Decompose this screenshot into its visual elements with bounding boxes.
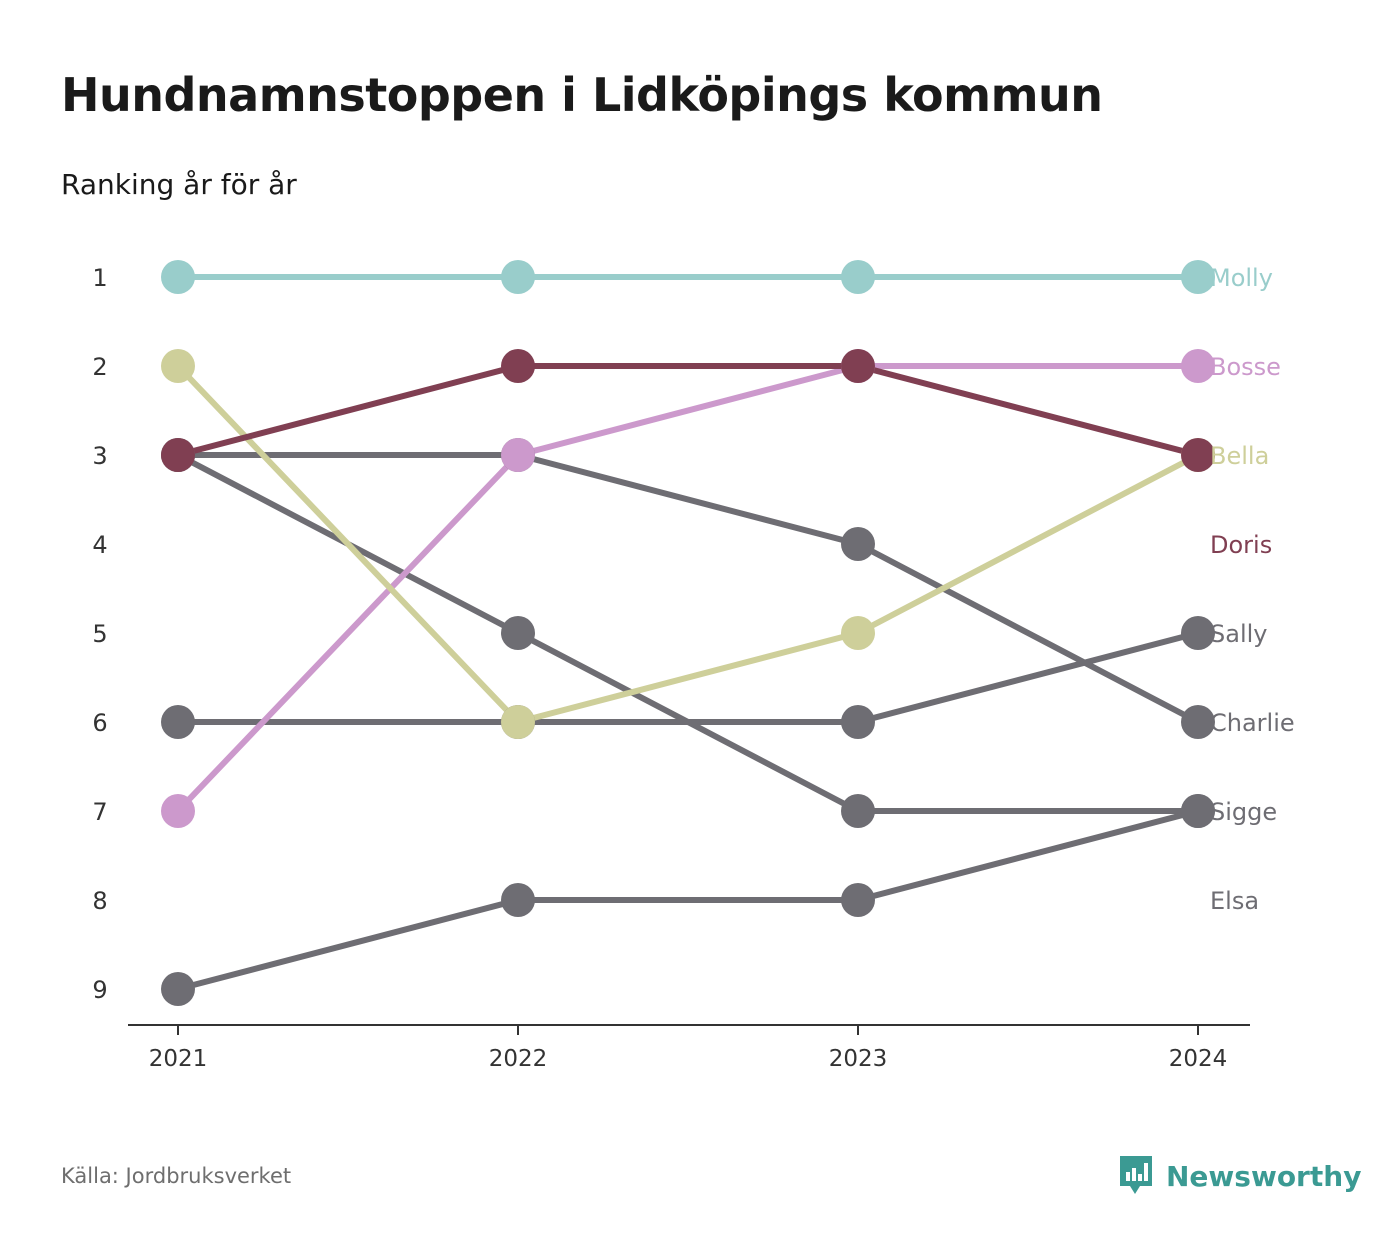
y-tick-label: 6 (92, 709, 107, 737)
y-tick-label: 1 (92, 264, 107, 292)
series-line-bosse (175, 363, 1201, 814)
chart-subtitle: Ranking år för år (61, 168, 297, 201)
y-tick-label: 4 (92, 531, 107, 559)
data-point-bosse (161, 794, 195, 828)
data-point-doris (501, 349, 535, 383)
y-tick-label: 2 (92, 353, 107, 381)
series-label-bosse: Bosse (1210, 353, 1281, 381)
data-point-doris (841, 349, 875, 383)
data-point-sally (841, 705, 875, 739)
data-point-bosse (501, 438, 535, 472)
y-tick-label: 8 (92, 887, 107, 915)
data-point-bella (161, 349, 195, 383)
newsworthy-brand: Newsworthy (1118, 1152, 1361, 1200)
y-tick-label: 5 (92, 620, 107, 648)
x-tick-label: 2024 (1169, 1046, 1228, 1072)
series-line-doris (175, 363, 1201, 458)
y-tick-label: 7 (92, 798, 107, 826)
series-label-charlie: Charlie (1210, 709, 1295, 737)
series-label-bella: Bella (1210, 442, 1269, 470)
data-point-doris (1181, 438, 1215, 472)
data-point-molly (1181, 260, 1215, 294)
data-point-elsa (501, 883, 535, 917)
data-point-molly (161, 260, 195, 294)
series-line-charlie (175, 452, 1201, 725)
series-label-elsa: Elsa (1210, 887, 1259, 915)
source-note: Källa: Jordbruksverket (61, 1164, 292, 1188)
data-point-elsa (161, 972, 195, 1006)
brand-name: Newsworthy (1166, 1159, 1362, 1193)
y-tick-label: 9 (92, 976, 107, 1004)
series-line-bella (175, 363, 1201, 725)
data-point-bella (841, 616, 875, 650)
data-point-sigge (501, 616, 535, 650)
data-point-molly (841, 260, 875, 294)
chart-title: Hundnamnstoppen i Lidköpings kommun (61, 68, 1103, 122)
x-tick-label: 2021 (149, 1046, 208, 1072)
data-point-sigge (841, 794, 875, 828)
data-point-bosse (1181, 349, 1215, 383)
data-point-bella (501, 705, 535, 739)
series-label-doris: Doris (1210, 531, 1272, 559)
series-line-elsa (175, 808, 1201, 992)
data-point-elsa (1181, 794, 1215, 828)
data-point-doris (161, 438, 195, 472)
x-tick-label: 2022 (489, 1046, 548, 1072)
series-label-sally: Sally (1210, 620, 1267, 648)
data-point-charlie (841, 527, 875, 561)
newsworthy-logo-icon (1120, 1156, 1152, 1194)
data-point-sally (161, 705, 195, 739)
series-label-molly: Molly (1210, 264, 1273, 292)
series-label-sigge: Sigge (1210, 798, 1277, 826)
series-line-sigge (175, 452, 1201, 814)
data-point-molly (501, 260, 535, 294)
y-tick-label: 3 (92, 442, 107, 470)
x-tick-label: 2023 (829, 1046, 888, 1072)
data-point-elsa (841, 883, 875, 917)
data-point-sally (1181, 616, 1215, 650)
data-point-charlie (1181, 705, 1215, 739)
